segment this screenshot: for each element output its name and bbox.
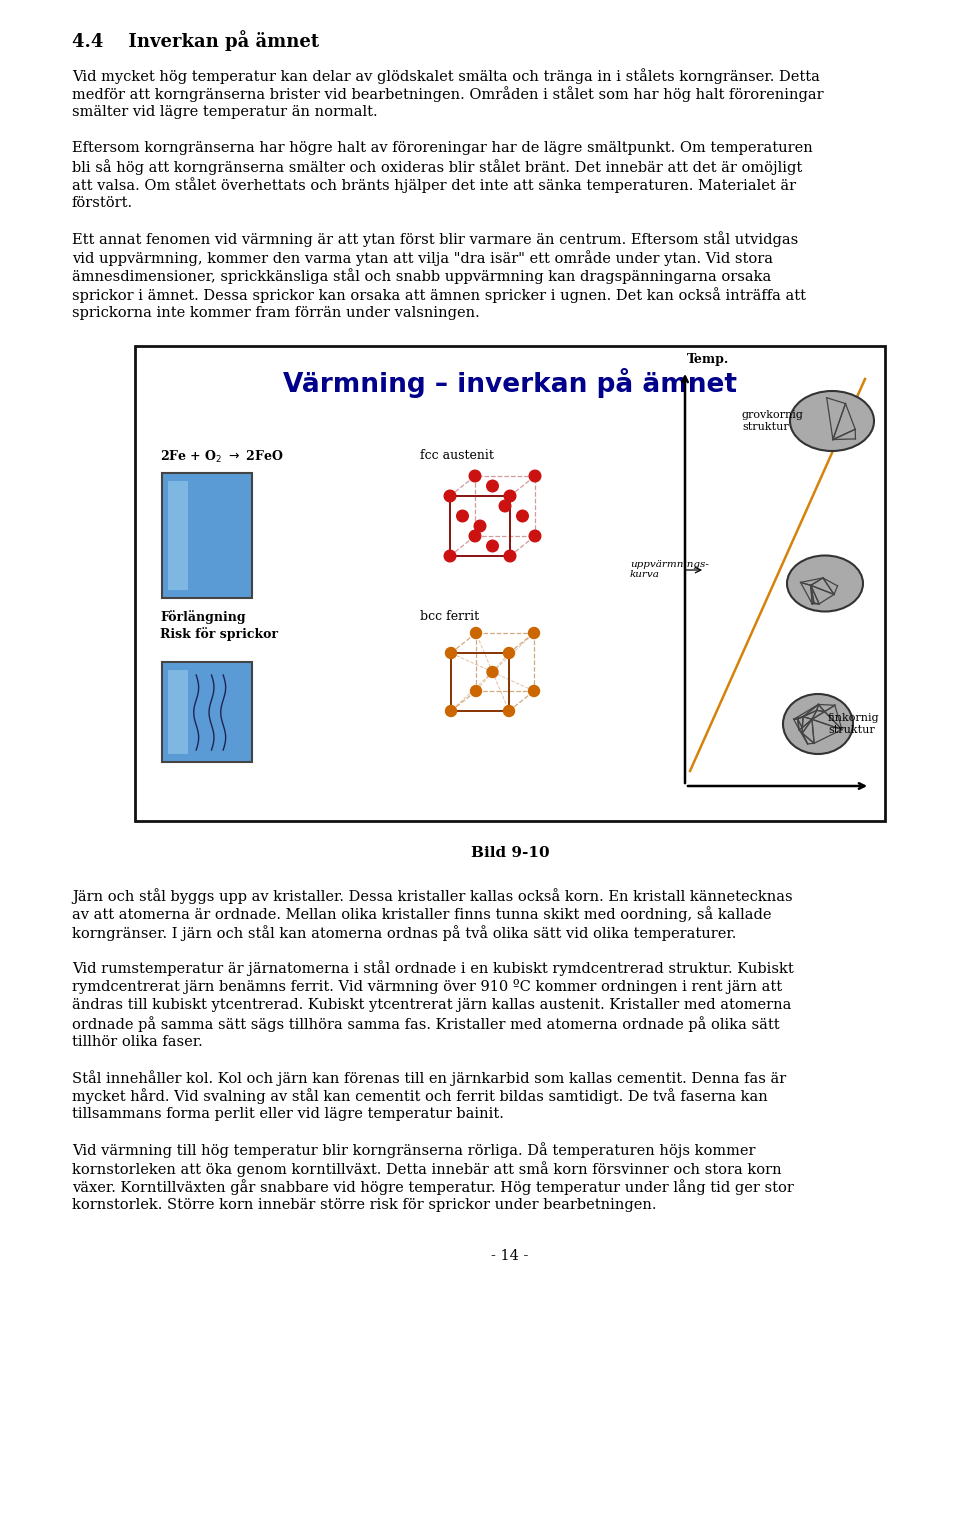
Text: rymdcentrerat järn benämns ferrit. Vid värmning över 910 ºC kommer ordningen i r: rymdcentrerat järn benämns ferrit. Vid v… xyxy=(72,979,782,994)
Ellipse shape xyxy=(790,391,874,450)
Text: Ett annat fenomen vid värmning är att ytan först blir varmare än centrum. Efters: Ett annat fenomen vid värmning är att yt… xyxy=(72,232,799,247)
Ellipse shape xyxy=(783,694,853,753)
Circle shape xyxy=(487,540,498,552)
Text: vid uppvärmning, kommer den varma ytan att vilja "dra isär" ett område under yta: vid uppvärmning, kommer den varma ytan a… xyxy=(72,250,773,265)
Circle shape xyxy=(503,705,515,717)
Circle shape xyxy=(469,470,481,482)
Circle shape xyxy=(504,550,516,562)
Circle shape xyxy=(504,490,516,502)
Circle shape xyxy=(470,685,482,696)
Text: ordnade på samma sätt sägs tillhöra samma fas. Kristaller med atomerna ordnade p: ordnade på samma sätt sägs tillhöra samm… xyxy=(72,1016,780,1032)
Text: Bild 9-10: Bild 9-10 xyxy=(470,846,549,860)
Text: Värmning – inverkan på ämnet: Värmning – inverkan på ämnet xyxy=(283,368,737,399)
Text: Förlängning
Risk för sprickor: Förlängning Risk för sprickor xyxy=(160,609,278,641)
Circle shape xyxy=(444,490,456,502)
Text: Temp.: Temp. xyxy=(687,353,730,365)
Text: Vid värmning till hög temperatur blir korngränserna rörliga. Då temperaturen höj: Vid värmning till hög temperatur blir ko… xyxy=(72,1143,756,1158)
Text: medför att korngränserna brister vid bearbetningen. Områden i stålet som har hög: medför att korngränserna brister vid bea… xyxy=(72,86,824,103)
Text: 2Fe + O$_2$ $\rightarrow$ 2FeO: 2Fe + O$_2$ $\rightarrow$ 2FeO xyxy=(160,449,283,465)
Text: Vid mycket hög temperatur kan delar av glödskalet smälta och tränga in i stålets: Vid mycket hög temperatur kan delar av g… xyxy=(72,68,820,83)
Text: 4.4    Inverkan på ämnet: 4.4 Inverkan på ämnet xyxy=(72,30,319,52)
Text: växer. Korntillväxten går snabbare vid högre temperatur. Hög temperatur under lå: växer. Korntillväxten går snabbare vid h… xyxy=(72,1179,794,1196)
Circle shape xyxy=(445,647,457,658)
Text: - 14 -: - 14 - xyxy=(492,1249,529,1263)
Text: sprickor i ämnet. Dessa sprickor kan orsaka att ämnen spricker i ugnen. Det kan : sprickor i ämnet. Dessa sprickor kan ors… xyxy=(72,287,806,303)
Circle shape xyxy=(474,520,486,532)
Bar xyxy=(168,481,188,590)
Text: att valsa. Om stålet överhettats och bränts hjälper det inte att sänka temperatu: att valsa. Om stålet överhettats och brä… xyxy=(72,177,796,194)
Circle shape xyxy=(503,647,515,658)
Text: mycket hård. Vid svalning av stål kan cementit och ferrit bildas samtidigt. De t: mycket hård. Vid svalning av stål kan ce… xyxy=(72,1088,768,1104)
Text: finkornig
struktur: finkornig struktur xyxy=(828,713,879,735)
Circle shape xyxy=(469,531,481,541)
Bar xyxy=(135,346,885,822)
Circle shape xyxy=(470,628,482,638)
Text: sprickorna inte kommer fram förrän under valsningen.: sprickorna inte kommer fram förrän under… xyxy=(72,306,480,320)
Circle shape xyxy=(444,550,456,562)
Text: smälter vid lägre temperatur än normalt.: smälter vid lägre temperatur än normalt. xyxy=(72,105,377,118)
Text: kornstorleken att öka genom korntillväxt. Detta innebär att små korn försvinner : kornstorleken att öka genom korntillväxt… xyxy=(72,1161,781,1176)
Circle shape xyxy=(529,628,540,638)
Circle shape xyxy=(445,705,457,717)
Text: Eftersom korngränserna har högre halt av föroreningar har de lägre smältpunkt. O: Eftersom korngränserna har högre halt av… xyxy=(72,141,813,155)
Circle shape xyxy=(487,481,498,491)
Bar xyxy=(162,473,252,597)
Text: korngränser. I järn och stål kan atomerna ordnas på två olika sätt vid olika tem: korngränser. I järn och stål kan atomern… xyxy=(72,925,736,941)
Text: av att atomerna är ordnade. Mellan olika kristaller finns tunna skikt med oordni: av att atomerna är ordnade. Mellan olika… xyxy=(72,907,772,922)
Circle shape xyxy=(529,470,540,482)
Text: bli så hög att korngränserna smälter och oxideras blir stålet bränt. Det innebär: bli så hög att korngränserna smälter och… xyxy=(72,159,803,174)
Circle shape xyxy=(487,667,498,678)
Text: ämnesdimensioner, sprickkänsliga stål och snabb uppvärmning kan dragspänningarna: ämnesdimensioner, sprickkänsliga stål oc… xyxy=(72,268,771,285)
Text: förstört.: förstört. xyxy=(72,196,133,211)
Circle shape xyxy=(499,500,511,512)
Text: fcc austenit: fcc austenit xyxy=(420,449,493,462)
Bar xyxy=(168,670,188,753)
Circle shape xyxy=(457,511,468,522)
Text: Järn och stål byggs upp av kristaller. Dessa kristaller kallas också korn. En kr: Järn och stål byggs upp av kristaller. D… xyxy=(72,888,793,904)
Ellipse shape xyxy=(787,555,863,611)
Text: uppvärmnings-
kurva: uppvärmnings- kurva xyxy=(630,559,708,579)
Circle shape xyxy=(529,685,540,696)
Text: Vid rumstemperatur är järnatomerna i stål ordnade i en kubiskt rymdcentrerad str: Vid rumstemperatur är järnatomerna i stå… xyxy=(72,961,794,976)
Text: tillsammans forma perlit eller vid lägre temperatur bainit.: tillsammans forma perlit eller vid lägre… xyxy=(72,1107,504,1120)
Circle shape xyxy=(529,531,540,541)
Text: ändras till kubiskt ytcentrerad. Kubiskt ytcentrerat järn kallas austenit. Krist: ändras till kubiskt ytcentrerad. Kubiskt… xyxy=(72,998,791,1011)
Bar xyxy=(162,662,252,763)
Text: bcc ferrit: bcc ferrit xyxy=(420,609,479,623)
Text: kornstorlek. Större korn innebär större risk för sprickor under bearbetningen.: kornstorlek. Större korn innebär större … xyxy=(72,1198,657,1211)
Text: tillhör olika faser.: tillhör olika faser. xyxy=(72,1034,203,1049)
Text: Stål innehåller kol. Kol och järn kan förenas till en järnkarbid som kallas ceme: Stål innehåller kol. Kol och järn kan fö… xyxy=(72,1070,786,1085)
Circle shape xyxy=(516,511,528,522)
Text: grovkornig
struktur: grovkornig struktur xyxy=(742,409,804,432)
